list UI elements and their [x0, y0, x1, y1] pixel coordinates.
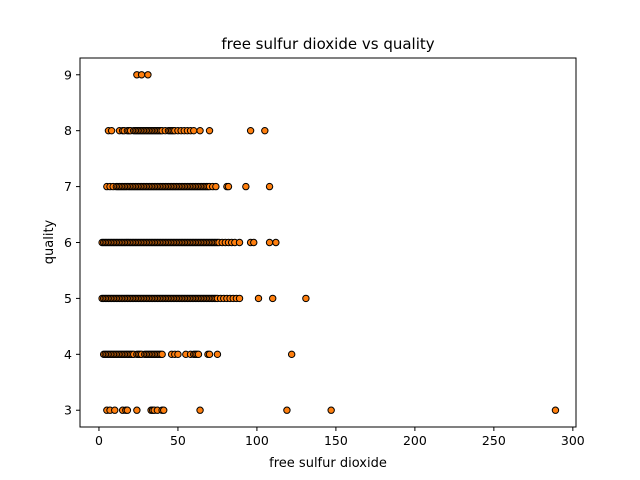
- data-point: [235, 294, 244, 303]
- data-point: [269, 294, 277, 303]
- data-point: [205, 350, 214, 359]
- chart-title: free sulfur dioxide vs quality: [221, 35, 434, 53]
- x-tick-label: 100: [245, 433, 269, 448]
- data-point: [212, 182, 220, 191]
- data-point: [224, 182, 233, 191]
- data-point: [272, 238, 280, 247]
- data-point: [174, 350, 182, 359]
- data-point: [261, 126, 269, 135]
- data-point: [111, 406, 119, 414]
- data-point: [254, 294, 263, 303]
- data-point: [137, 71, 146, 79]
- y-axis-ticks: 3 4 5 6 7 8 9: [64, 67, 80, 418]
- y-tick-label: 3: [64, 403, 72, 418]
- y-tick-label: 9: [64, 67, 72, 82]
- data-point: [242, 182, 250, 191]
- data-point: [246, 126, 255, 135]
- data-point: [302, 294, 310, 303]
- data-point: [250, 238, 258, 247]
- x-tick-label: 150: [324, 433, 348, 448]
- data-point: [123, 406, 132, 414]
- y-tick-label: 8: [64, 123, 72, 138]
- y-tick-label: 7: [64, 179, 72, 194]
- scatter-points: [98, 71, 560, 414]
- x-tick-label: 300: [561, 433, 585, 448]
- data-point: [205, 126, 214, 135]
- data-point: [327, 406, 335, 414]
- data-point: [194, 350, 203, 359]
- x-tick-label: 250: [482, 433, 506, 448]
- x-axis-ticks: 0 50 100 150 200 250 300: [95, 427, 585, 448]
- x-tick-label: 0: [95, 433, 103, 448]
- data-point: [235, 238, 244, 247]
- y-tick-label: 6: [64, 235, 72, 250]
- data-point: [213, 350, 222, 359]
- data-point: [196, 126, 204, 135]
- y-tick-label: 5: [64, 291, 72, 306]
- x-tick-label: 50: [170, 433, 186, 448]
- plot-area-frame: [79, 57, 577, 428]
- x-tick-label: 200: [403, 433, 427, 448]
- data-point: [551, 406, 560, 414]
- data-point: [287, 350, 296, 359]
- y-axis-title: quality: [42, 219, 57, 264]
- data-point: [265, 182, 274, 191]
- data-point: [196, 406, 204, 414]
- data-point: [144, 71, 152, 79]
- data-point: [160, 406, 168, 414]
- x-axis-title: free sulfur dioxide: [269, 456, 387, 471]
- data-point: [190, 126, 198, 135]
- y-tick-label: 4: [64, 347, 72, 362]
- data-point: [107, 126, 116, 135]
- data-point: [265, 238, 274, 247]
- data-point: [283, 406, 291, 414]
- data-point: [133, 406, 141, 414]
- data-point: [158, 350, 166, 359]
